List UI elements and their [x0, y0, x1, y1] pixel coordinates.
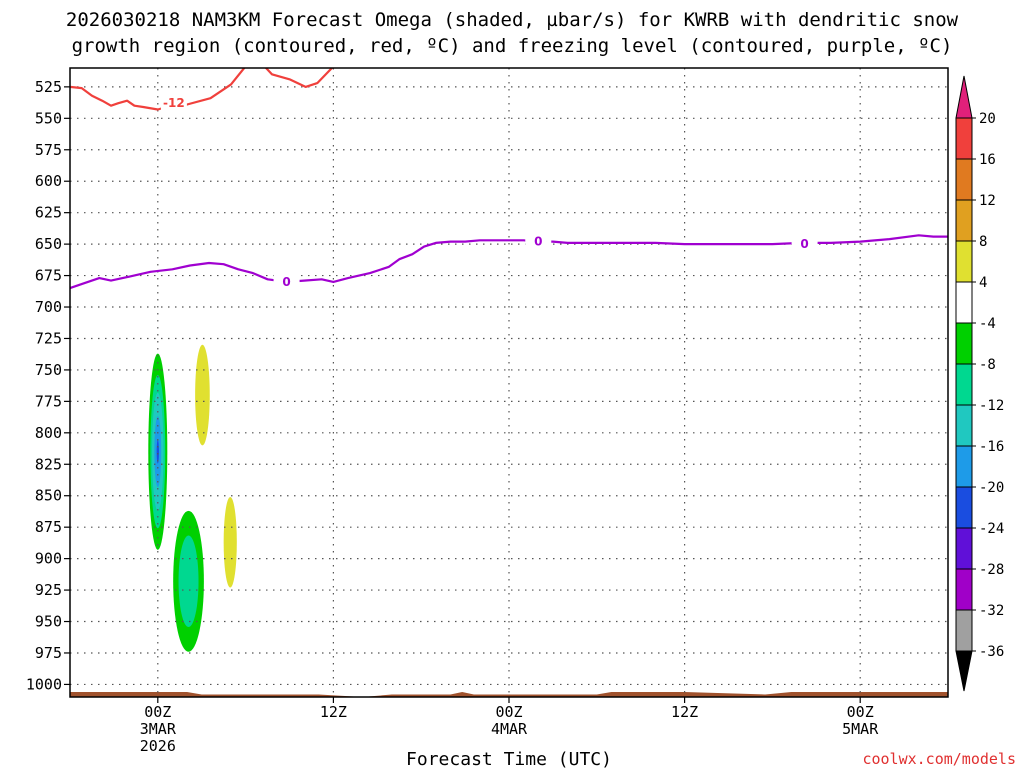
contour-layer: -12 0 0 0: [70, 68, 948, 290]
y-tick-label-675: 675: [35, 267, 62, 285]
omega-cell-4-level-1: [223, 496, 237, 588]
y-tick-label-900: 900: [35, 550, 62, 568]
y-tick-label-700: 700: [35, 298, 62, 316]
y-tick-label-550: 550: [35, 109, 62, 127]
y-tick-label-600: 600: [35, 172, 62, 190]
x-tick-label-5-1: 00Z: [847, 703, 874, 721]
terrain-fill: [70, 692, 948, 697]
colorbar-label-8: -8: [979, 357, 996, 373]
colorbar-label-13: 16: [979, 152, 996, 168]
y-tick-label-825: 825: [35, 455, 62, 473]
colorbar-segment-13: [955, 117, 973, 160]
colorbar-segment-7: [955, 363, 973, 406]
contour-label-1-1: -12: [163, 96, 185, 110]
y-tick-label-800: 800: [35, 424, 62, 442]
y-tick-label-650: 650: [35, 235, 62, 253]
contour-line-2: [70, 234, 948, 290]
y-tick-label-950: 950: [35, 613, 62, 631]
y-tick-label-850: 850: [35, 487, 62, 505]
x-tick-label-4-1: 12Z: [671, 703, 698, 721]
colorbar-segment-6: [955, 404, 973, 447]
contour-label-2-1: 0: [282, 275, 290, 289]
y-tick-label-525: 525: [35, 78, 62, 96]
colorbar-label-1: -36: [979, 644, 1004, 660]
colorbar-label-9: -4: [979, 316, 996, 332]
credit-text: coolwx.com/models: [862, 750, 1016, 768]
y-tick-label-1000: 1000: [26, 675, 62, 693]
y-tick-label-875: 875: [35, 518, 62, 536]
colorbar-label-5: -20: [979, 480, 1004, 496]
x-tick-label-1-3: 2026: [140, 737, 176, 755]
x-tick-label-3-1: 00Z: [495, 703, 522, 721]
colorbar-segment-8: [955, 322, 973, 365]
colorbar: -36 -32 -28 -24 -20 -16 -12 -8 -4 4 8 12 16 20: [955, 75, 1004, 692]
colorbar-label-10: 4: [979, 275, 987, 291]
colorbar-bottom-arrow: [955, 650, 973, 692]
colorbar-segment-1: [955, 609, 973, 652]
colorbar-label-3: -28: [979, 562, 1004, 578]
y-tick-label-575: 575: [35, 141, 62, 159]
chart-title-line-1: 2026030218 NAM3KM Forecast Omega (shaded…: [66, 9, 959, 31]
colorbar-segment-12: [955, 158, 973, 201]
x-tick-label-3-2: 4MAR: [491, 720, 528, 738]
omega-cell-3-level-1: [195, 344, 210, 446]
omega-cell-2-level-2: [178, 535, 199, 628]
contour-label-bg-2-1: [273, 273, 300, 290]
omega-shading-layer: [148, 344, 237, 652]
colorbar-segment-2: [955, 568, 973, 611]
colorbar-segment-10: [955, 240, 973, 283]
colorbar-segment-3: [955, 527, 973, 570]
x-tick-label-2-1: 12Z: [320, 703, 347, 721]
y-tick-label-775: 775: [35, 392, 62, 410]
contour-label-2-2: 0: [534, 235, 542, 249]
contour-line-1: [70, 68, 335, 111]
colorbar-label-12: 12: [979, 193, 996, 209]
contour-label-bg-1-1: [160, 95, 187, 112]
y-tick-label-725: 725: [35, 329, 62, 347]
colorbar-label-4: -24: [979, 521, 1004, 537]
colorbar-label-11: 8: [979, 234, 987, 250]
x-axis-label: Forecast Time (UTC): [406, 749, 612, 768]
x-tick-label-1-1: 00Z: [144, 703, 171, 721]
colorbar-top-arrow: [955, 75, 973, 119]
colorbar-label-14: 20: [979, 111, 996, 127]
y-axis: 525 550 575 600 625 650 675 700 725 750 775 800 825 8…: [26, 78, 70, 693]
y-tick-label-625: 625: [35, 204, 62, 222]
chart-title-line-2: growth region (contoured, red, ºC) and f…: [72, 35, 953, 57]
omega-cell-1-level-5: [156, 439, 159, 464]
colorbar-segment-4: [955, 486, 973, 529]
colorbar-label-2: -32: [979, 603, 1004, 619]
x-tick-label-5-2: 5MAR: [842, 720, 879, 738]
y-tick-label-975: 975: [35, 644, 62, 662]
contour-label-bg-2-2: [525, 233, 552, 250]
contour-label-bg-2-3: [791, 236, 818, 253]
contour-label-2-3: 0: [800, 237, 808, 251]
colorbar-segment-11: [955, 199, 973, 242]
y-tick-label-750: 750: [35, 361, 62, 379]
y-tick-label-925: 925: [35, 581, 62, 599]
colorbar-label-6: -16: [979, 439, 1004, 455]
colorbar-segment-5: [955, 445, 973, 488]
terrain-layer: [70, 692, 948, 697]
colorbar-label-7: -12: [979, 398, 1004, 414]
x-tick-label-1-2: 3MAR: [140, 720, 177, 738]
colorbar-segment-9: [955, 281, 973, 324]
